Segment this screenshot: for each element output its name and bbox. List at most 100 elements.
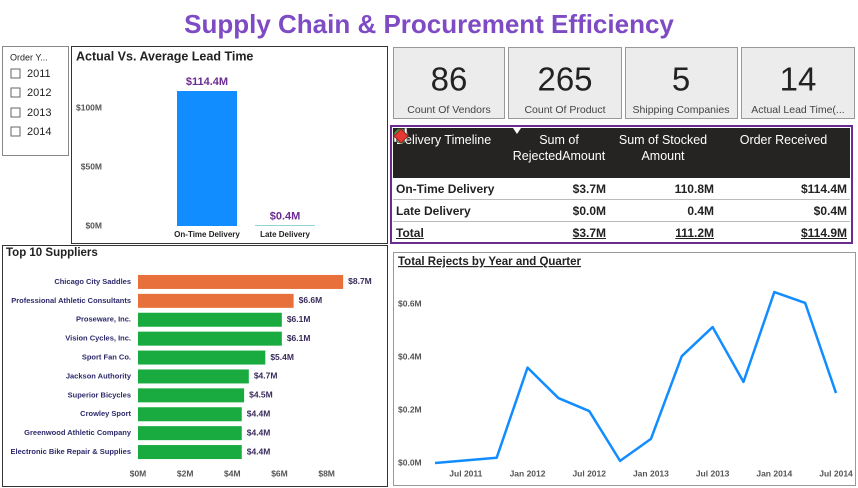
status-icon (393, 128, 409, 144)
bar (138, 331, 282, 346)
cell: $114.4M (767, 178, 850, 200)
y-tick-label: $0.6M (398, 298, 422, 308)
icon-cell (393, 128, 767, 200)
bar (138, 312, 282, 327)
cell: On-Time Delivery (393, 178, 509, 200)
card-value: 5 (672, 61, 690, 98)
card (508, 47, 622, 119)
column-header-text[interactable]: Sum of RejectedAmount (512, 133, 606, 163)
checkbox[interactable] (10, 126, 21, 137)
slicer-item-label[interactable]: 2013 (27, 107, 51, 119)
x-tick-label: Jul 2011 (449, 468, 482, 478)
x-tick-label: $4M (224, 468, 241, 478)
line-series (434, 290, 838, 465)
slicer-item[interactable]: 2011 (10, 68, 51, 80)
table: Delivery Timeline Sum of RejectedAmount … (393, 128, 850, 243)
cell: 0.4M (641, 199, 717, 222)
bar (138, 274, 344, 289)
data-label: $5.4M (270, 352, 294, 362)
y-tick-label: Crowley Sport (80, 409, 131, 418)
table-row: On-Time Delivery $3.7M 110.8M $114.4M (393, 128, 850, 200)
icon-cell (393, 128, 641, 222)
x-tick-label: $6M (271, 468, 288, 478)
card-label: Count Of Vendors (407, 104, 490, 116)
y-tick-label: $0.2M (398, 404, 422, 414)
card (625, 47, 738, 119)
data-label: $8.7M (348, 276, 372, 286)
table-total-row: Total $3.7M 111.2M $114.9M (393, 222, 850, 244)
y-tick-label: Superior Bicycles (68, 390, 131, 399)
checkbox[interactable] (10, 87, 21, 98)
y-tick-label: Proseware, Inc. (76, 315, 131, 324)
data-label: $4.4M (247, 427, 271, 437)
y-tick-label: $0.0M (398, 457, 422, 467)
cell: Late Delivery (393, 199, 509, 222)
y-tick-label: Chicago City Saddles (54, 277, 131, 286)
sort-arrow (513, 128, 521, 134)
column-header[interactable]: Sum of Stocked Amount (609, 128, 717, 178)
slicer-item-label[interactable]: 2012 (27, 87, 51, 99)
cell: 110.8M (641, 178, 717, 200)
slicer-item[interactable]: 2014 (10, 126, 51, 138)
cell: $114.9M (800, 225, 847, 240)
x-tick-label: On-Time Delivery (174, 230, 240, 239)
bar (138, 369, 249, 384)
checkbox[interactable] (10, 107, 21, 118)
chart-title: Top 10 Suppliers (6, 247, 98, 259)
card (741, 47, 855, 119)
data-label: $6.1M (287, 333, 311, 343)
x-tick-label: Jan 2012 (510, 468, 546, 478)
data-label: $114.4M (186, 76, 228, 88)
y-tick-label: Professional Athletic Consultants (11, 296, 131, 305)
data-label: $4.4M (247, 446, 271, 456)
x-tick-label: Late Delivery (260, 230, 310, 239)
cell: Total (396, 225, 424, 240)
bar (138, 388, 245, 403)
y-tick-label: Vision Cycles, Inc. (65, 334, 131, 343)
x-tick-label: Jul 2014 (819, 468, 853, 478)
column-header[interactable]: Order Received (717, 128, 850, 178)
card-label: Shipping Companies (633, 104, 730, 116)
bar (177, 91, 237, 227)
y-tick-label: $100M (76, 102, 102, 112)
cell: $0.0M (509, 199, 609, 222)
x-tick-label: Jul 2012 (572, 468, 606, 478)
icon-cell (394, 128, 641, 200)
slicer-item[interactable]: 2013 (10, 107, 51, 119)
slicer-item-label[interactable]: 2011 (27, 68, 51, 80)
data-label: $6.6M (299, 295, 323, 305)
checkbox[interactable] (10, 68, 21, 79)
y-tick-label: $50M (81, 161, 102, 171)
x-tick-label: Jul 2013 (696, 468, 730, 478)
card-label: Actual Lead Time(... (751, 104, 844, 116)
card-value: 265 (537, 61, 592, 98)
bar (138, 445, 242, 460)
y-tick-label: $0M (85, 220, 102, 230)
card-value: 14 (780, 61, 817, 98)
y-tick-label: Greenwood Athletic Company (24, 428, 132, 437)
column-header[interactable]: Delivery Timeline (393, 128, 509, 178)
data-label: $4.4M (247, 409, 271, 419)
bar (138, 293, 294, 308)
bar (138, 426, 242, 441)
chart-title: Total Rejects by Year and Quarter (398, 256, 582, 268)
chart-title: Actual Vs. Average Lead Time (76, 49, 253, 63)
y-tick-label: Sport Fan Co. (82, 353, 131, 362)
table-header: Delivery Timeline Sum of RejectedAmount … (393, 128, 850, 178)
column-header[interactable]: Sum of RejectedAmount (509, 128, 609, 178)
chart-panel (393, 252, 856, 486)
y-tick-label: Jackson Authority (66, 371, 132, 380)
data-label: $4.7M (254, 371, 278, 381)
x-tick-label: $8M (318, 468, 335, 478)
slicer-label: Order Y... (10, 52, 48, 62)
cell: $0.4M (767, 199, 850, 222)
data-label: $0.4M (270, 210, 301, 222)
card-value: 86 (431, 61, 468, 98)
slicer-panel (2, 46, 69, 156)
x-tick-label: Jan 2013 (633, 468, 669, 478)
slicer-item[interactable]: 2012 (10, 87, 51, 99)
card-label: Count Of Product (524, 104, 605, 116)
slicer-item-label[interactable]: 2014 (27, 126, 51, 138)
